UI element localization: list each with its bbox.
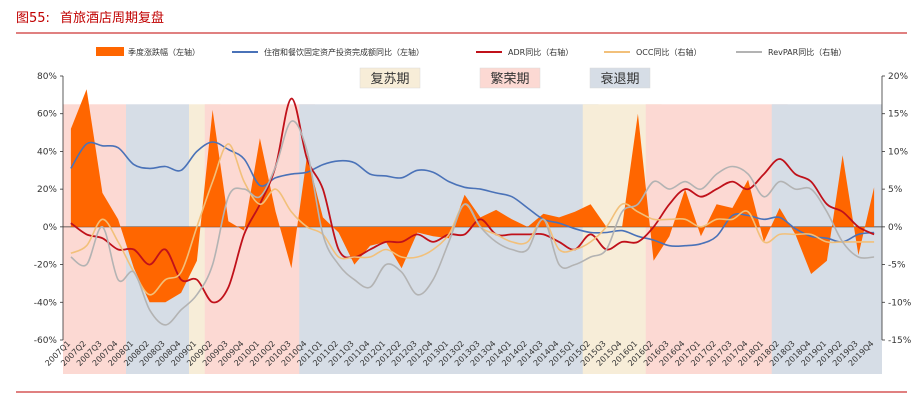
left-tick-label: 80% (37, 72, 57, 82)
figure-title: 图55: 首旅酒店周期复盘 (16, 7, 164, 26)
left-tick-label: 60% (37, 110, 57, 120)
line-series (70, 97, 875, 326)
legend-swatch-area (96, 47, 124, 56)
right-tick-label: 5% (888, 185, 903, 195)
left-tick-label: -40% (34, 298, 58, 308)
phase-legend-label: 繁荣期 (490, 71, 529, 87)
right-tick-label: 0% (888, 223, 903, 233)
figure-title-text: 首旅酒店周期复盘 (59, 11, 164, 26)
legend-label: 住宿和餐饮固定资产投资完成额同比（左轴） (264, 47, 424, 57)
right-tick-label: 10% (888, 147, 908, 157)
left-tick-label: 20% (37, 185, 57, 195)
legend-label: 季度涨跌幅（左轴） (128, 47, 200, 57)
legend-label: RevPAR同比（右轴） (768, 47, 846, 57)
series-line-2 (70, 97, 875, 304)
right-tick-label: -10% (888, 298, 912, 308)
phase-legend: 复苏期 繁荣期 衰退期 (359, 67, 651, 89)
series-line-4 (70, 120, 875, 326)
right-tick-label: -5% (888, 261, 906, 271)
axes: -60% -40% -20% 0% 20% 40% 60% 80% -15% -10% -5% 0% 5… (34, 72, 912, 346)
figure-number: 图55: (16, 11, 50, 26)
area-series (70, 89, 875, 303)
left-tick-label: 40% (37, 147, 57, 157)
phase-legend-box (589, 67, 651, 89)
left-tick-label: -20% (34, 261, 58, 271)
series-area-quarterly-change (70, 89, 875, 303)
phase-legend-label: 衰退期 (600, 71, 639, 87)
right-tick-label: 15% (888, 110, 908, 120)
right-tick-label: 20% (888, 72, 908, 82)
legend-label: OCC同比（右轴） (636, 47, 701, 57)
phase-legend-box (479, 67, 541, 89)
series-legend: 季度涨跌幅（左轴） 住宿和餐饮固定资产投资完成额同比（左轴） ADR同比（右轴） OC… (96, 47, 846, 57)
left-tick-label: 0% (43, 223, 58, 233)
legend-label: ADR同比（右轴） (508, 47, 573, 57)
left-tick-label: -60% (34, 336, 58, 346)
right-tick-label: -15% (888, 336, 912, 346)
phase-legend-box (359, 67, 421, 89)
phase-legend-label: 复苏期 (370, 71, 409, 87)
